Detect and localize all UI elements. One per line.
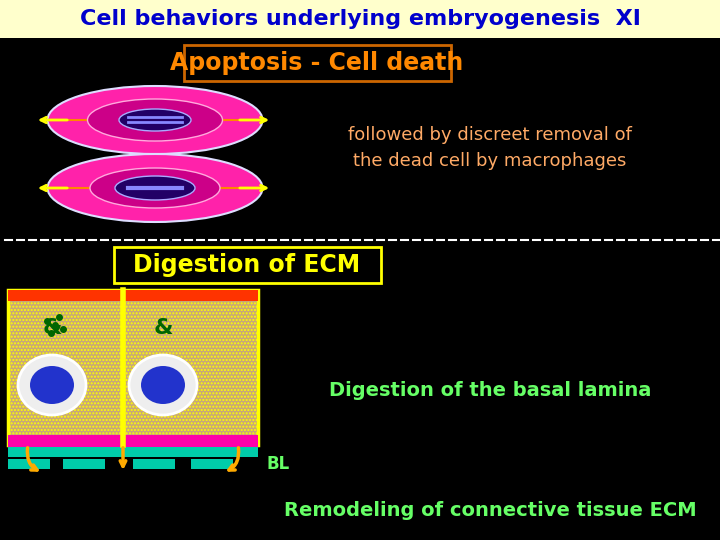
Ellipse shape <box>48 86 263 154</box>
Text: Digestion of ECM: Digestion of ECM <box>133 253 361 277</box>
Ellipse shape <box>88 99 222 141</box>
Ellipse shape <box>129 355 197 415</box>
Bar <box>8 290 258 445</box>
Ellipse shape <box>115 176 195 200</box>
Ellipse shape <box>119 109 191 131</box>
FancyBboxPatch shape <box>114 247 381 283</box>
Ellipse shape <box>90 168 220 208</box>
Text: Digestion of the basal lamina: Digestion of the basal lamina <box>329 381 651 400</box>
Text: followed by discreet removal of
the dead cell by macrophages: followed by discreet removal of the dead… <box>348 126 632 170</box>
Text: BL: BL <box>266 455 289 473</box>
Text: Apoptosis - Cell death: Apoptosis - Cell death <box>171 51 464 75</box>
Bar <box>133 459 175 469</box>
FancyBboxPatch shape <box>184 45 451 81</box>
Bar <box>8 459 50 469</box>
Text: Cell behaviors underlying embryogenesis  XI: Cell behaviors underlying embryogenesis … <box>80 9 640 29</box>
Text: &: & <box>153 318 173 338</box>
Bar <box>8 447 258 457</box>
Ellipse shape <box>18 355 86 415</box>
Bar <box>8 290 258 301</box>
Bar <box>8 435 258 447</box>
Bar <box>0 0 720 38</box>
Bar <box>63 459 105 469</box>
Ellipse shape <box>141 366 185 404</box>
Bar <box>191 459 233 469</box>
Text: &: & <box>42 318 62 338</box>
Text: Remodeling of connective tissue ECM: Remodeling of connective tissue ECM <box>284 501 696 519</box>
Ellipse shape <box>30 366 74 404</box>
Ellipse shape <box>48 154 263 222</box>
